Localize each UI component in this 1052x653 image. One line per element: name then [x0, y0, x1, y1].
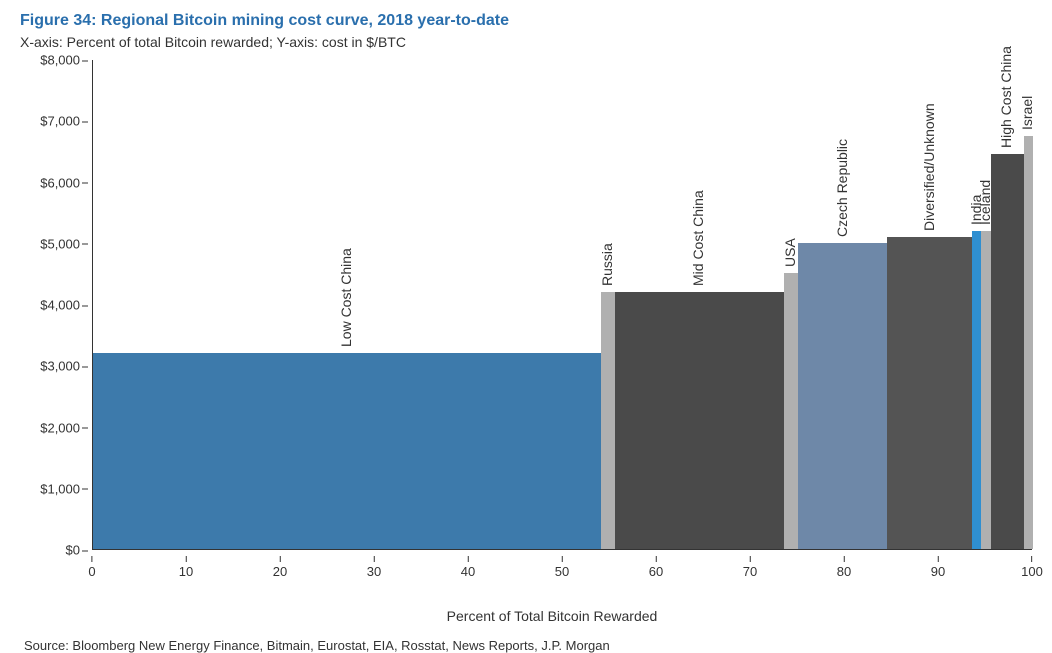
x-tick: 90 [931, 556, 945, 579]
bar-label: Low Cost China [338, 248, 354, 347]
x-tick: 40 [461, 556, 475, 579]
cost-bar [615, 292, 784, 549]
y-tick: $2,000 [40, 420, 80, 435]
cost-bar [991, 154, 1024, 549]
y-tick: $1,000 [40, 481, 80, 496]
bar-label: High Cost China [998, 46, 1014, 148]
x-tick: 80 [837, 556, 851, 579]
x-tick: 0 [88, 556, 95, 579]
x-tick: 100 [1021, 556, 1043, 579]
x-tick: 70 [743, 556, 757, 579]
y-tick: $8,000 [40, 53, 80, 68]
bar-label: Czech Republic [834, 139, 850, 237]
source-caption: Source: Bloomberg New Energy Finance, Bi… [24, 638, 1032, 653]
y-tick: $3,000 [40, 359, 80, 374]
x-tick: 60 [649, 556, 663, 579]
bar-label: Russia [599, 243, 615, 286]
cost-bar [972, 231, 981, 550]
chart-title: Figure 34: Regional Bitcoin mining cost … [20, 12, 1032, 30]
cost-bar [887, 237, 972, 549]
y-tick: $7,000 [40, 114, 80, 129]
cost-bar [601, 292, 615, 549]
bar-label: Israel [1019, 95, 1035, 129]
y-tick: $0 [66, 543, 80, 558]
cost-bar [798, 243, 887, 549]
x-tick: 20 [273, 556, 287, 579]
cost-bar [93, 353, 601, 549]
y-tick: $6,000 [40, 175, 80, 190]
x-tick: 30 [367, 556, 381, 579]
cost-bar [981, 231, 990, 550]
y-tick: $5,000 [40, 236, 80, 251]
x-axis-ticks: 0102030405060708090100 [92, 556, 1032, 582]
cost-bar [1024, 136, 1033, 549]
x-tick: 50 [555, 556, 569, 579]
bar-label: Diversified/Unknown [921, 103, 937, 231]
x-tick: 10 [179, 556, 193, 579]
cost-bar [784, 273, 798, 549]
x-axis-label: Percent of Total Bitcoin Rewarded [92, 582, 1012, 624]
y-tick: $4,000 [40, 298, 80, 313]
bar-label: USA [782, 239, 798, 268]
chart-subtitle: X-axis: Percent of total Bitcoin rewarde… [20, 34, 1032, 50]
plot-area: Low Cost China Russia Mid Cost China USA Cze… [92, 60, 1032, 550]
y-axis-ticks: $0$1,000$2,000$3,000$4,000$5,000$6,000$7… [20, 60, 88, 550]
chart-wrap: $0$1,000$2,000$3,000$4,000$5,000$6,000$7… [92, 60, 1012, 550]
bar-label: Mid Cost China [690, 190, 706, 286]
